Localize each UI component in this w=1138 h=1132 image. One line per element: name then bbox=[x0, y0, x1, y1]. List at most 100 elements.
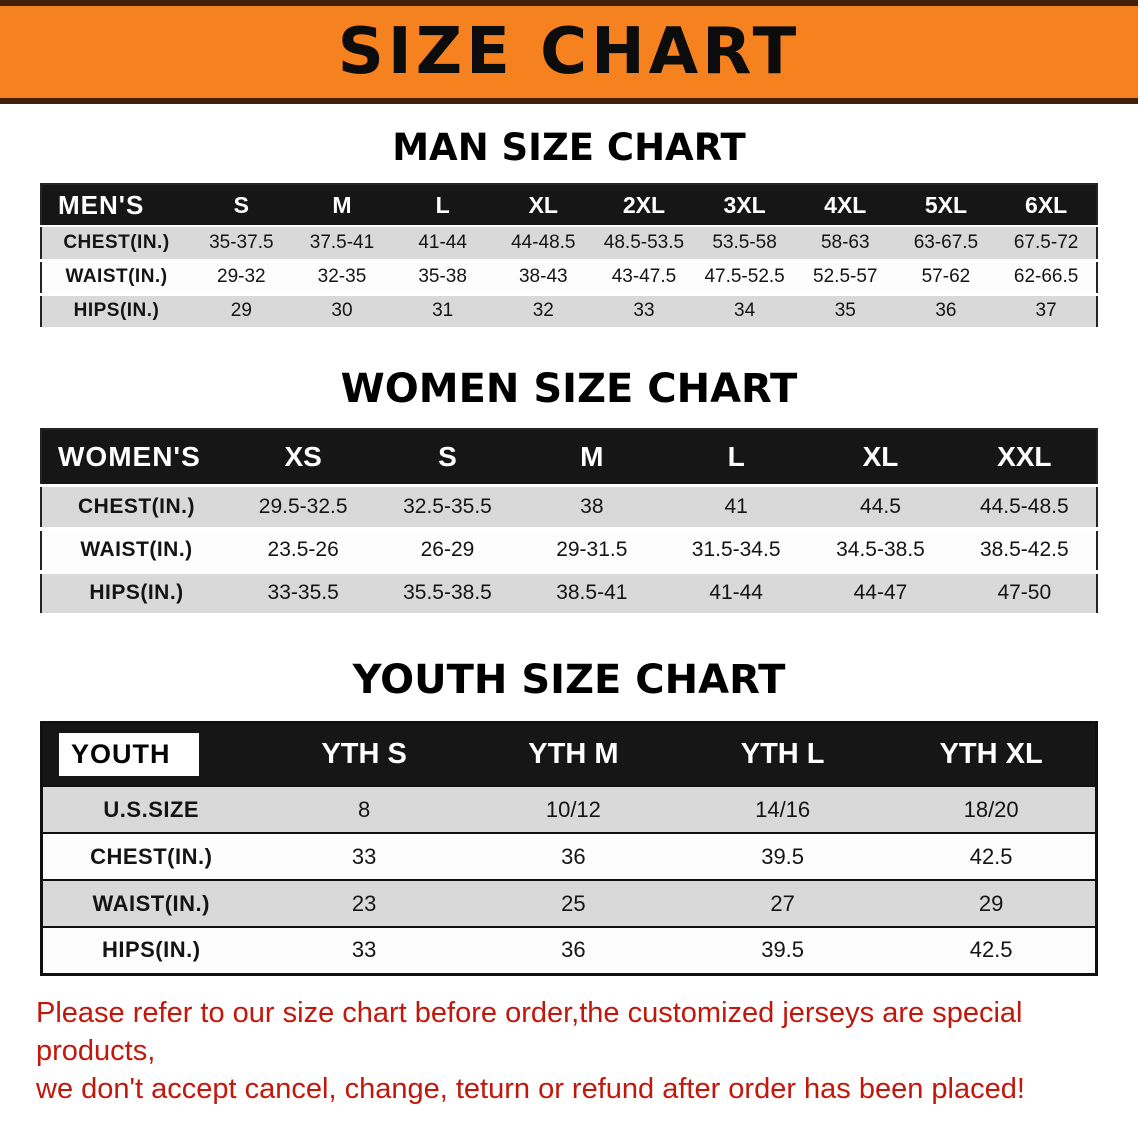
data-cell: 48.5-53.5 bbox=[593, 226, 695, 262]
data-cell: 42.5 bbox=[887, 927, 1097, 975]
data-cell: 32-35 bbox=[291, 260, 393, 296]
data-cell: 23 bbox=[259, 880, 469, 928]
data-cell: 36 bbox=[895, 294, 997, 330]
header-label: S bbox=[438, 440, 457, 472]
size-column-header: M bbox=[291, 184, 393, 227]
banner: SIZE CHART bbox=[0, 0, 1138, 104]
data-cell: 18/20 bbox=[887, 786, 1097, 834]
data-cell: 38.5-41 bbox=[519, 571, 664, 617]
data-cell: 42.5 bbox=[887, 833, 1097, 881]
data-cell: 37 bbox=[996, 294, 1097, 330]
header-label: 5XL bbox=[924, 191, 968, 218]
data-cell: 57-62 bbox=[895, 260, 997, 296]
data-cell: 10/12 bbox=[468, 786, 678, 834]
size-column-header: S bbox=[191, 184, 292, 227]
youth-section-heading: YOUTH SIZE CHART bbox=[352, 656, 786, 703]
header-label: XS bbox=[284, 440, 322, 472]
data-cell: 44.5-48.5 bbox=[952, 485, 1097, 531]
row-label: WAIST(IN.) bbox=[41, 528, 231, 574]
data-cell: 44-48.5 bbox=[492, 226, 594, 262]
data-cell: 37.5-41 bbox=[291, 226, 393, 262]
row-label: U.S.SIZE bbox=[41, 786, 260, 834]
data-cell: 67.5-72 bbox=[996, 226, 1097, 262]
data-cell: 41-44 bbox=[663, 571, 809, 617]
header-label: MEN'S bbox=[58, 189, 145, 220]
data-cell: 14/16 bbox=[678, 786, 888, 834]
women-section-heading: WOMEN SIZE CHART bbox=[340, 365, 798, 412]
data-cell: 38-43 bbox=[492, 260, 594, 296]
disclaimer-line-2: we don't accept cancel, change, teturn o… bbox=[36, 1073, 1025, 1106]
header-label: 3XL bbox=[723, 191, 766, 218]
data-cell: 36 bbox=[468, 927, 678, 975]
header-label: 2XL bbox=[622, 191, 666, 218]
size-column-header: YTH L bbox=[678, 722, 888, 787]
size-column-header: M bbox=[519, 428, 664, 487]
row-label: CHEST(IN.) bbox=[41, 485, 231, 531]
data-cell: 47-50 bbox=[952, 571, 1097, 617]
table-row: HIPS(IN.) 29 30 31 32 33 34 35 36 37 bbox=[41, 294, 1097, 330]
header-label: YTH S bbox=[321, 737, 407, 770]
data-cell: 29.5-32.5 bbox=[231, 485, 376, 531]
table-row: CHEST(IN.) 35-37.5 37.5-41 41-44 44-48.5 48.5… bbox=[41, 226, 1097, 262]
disclaimer: Please refer to our size chart before or… bbox=[36, 994, 1112, 1109]
data-cell: 29-32 bbox=[191, 260, 292, 296]
data-cell: 29 bbox=[191, 294, 292, 330]
size-column-header: 6XL bbox=[996, 184, 1097, 227]
header-label: YOUTH bbox=[59, 732, 199, 776]
table-title-cell: YOUTH bbox=[41, 722, 260, 787]
header-label: M bbox=[332, 191, 352, 218]
size-column-header: YTH S bbox=[259, 722, 469, 787]
section-youth: YOUTH SIZE CHART YOUTH YTH S YTH M YTH L YTH… bbox=[0, 657, 1138, 976]
size-column-header: 3XL bbox=[694, 184, 795, 227]
data-cell: 52.5-57 bbox=[794, 260, 896, 296]
men-section-heading: MAN SIZE CHART bbox=[392, 126, 746, 169]
table-row: WAIST(IN.) 29-32 32-35 35-38 38-43 43-47.5 47.… bbox=[41, 260, 1097, 296]
disclaimer-line-1: Please refer to our size chart before or… bbox=[36, 996, 1023, 1067]
data-cell: 34 bbox=[694, 294, 795, 330]
data-cell: 29 bbox=[887, 880, 1097, 928]
data-cell: 29-31.5 bbox=[519, 528, 664, 574]
data-cell: 39.5 bbox=[678, 833, 888, 881]
data-cell: 63-67.5 bbox=[895, 226, 997, 262]
page-title: SIZE CHART bbox=[337, 15, 801, 89]
table-row: HIPS(IN.) 33 36 39.5 42.5 bbox=[41, 927, 1097, 975]
header-row: WOMEN'S XS S M L XL XXL bbox=[41, 428, 1097, 487]
data-cell: 30 bbox=[291, 294, 393, 330]
youth-size-table: YOUTH YTH S YTH M YTH L YTH XL U.S.SIZE 8 10/12… bbox=[40, 720, 1098, 976]
size-column-header: 4XL bbox=[794, 184, 896, 227]
size-column-header: XL bbox=[808, 428, 953, 487]
data-cell: 39.5 bbox=[678, 927, 888, 975]
data-cell: 47.5-52.5 bbox=[694, 260, 795, 296]
data-cell: 38 bbox=[519, 485, 664, 531]
section-men: MAN SIZE CHART MEN'S S M L XL 2XL 3XL 4XL 5XL 6XL… bbox=[0, 126, 1138, 330]
size-column-header: L bbox=[392, 184, 493, 227]
data-cell: 33-35.5 bbox=[231, 571, 376, 617]
header-label: XL bbox=[528, 191, 558, 218]
header-label: XXL bbox=[997, 440, 1052, 472]
data-cell: 58-63 bbox=[794, 226, 896, 262]
table-row: HIPS(IN.) 33-35.5 35.5-38.5 38.5-41 41-44 44-… bbox=[41, 571, 1097, 617]
data-cell: 35 bbox=[794, 294, 896, 330]
header-row: MEN'S S M L XL 2XL 3XL 4XL 5XL 6XL bbox=[41, 184, 1097, 227]
table-row: CHEST(IN.) 33 36 39.5 42.5 bbox=[41, 833, 1097, 881]
data-cell: 25 bbox=[468, 880, 678, 928]
data-cell: 31 bbox=[392, 294, 493, 330]
row-label: HIPS(IN.) bbox=[41, 294, 191, 330]
size-column-header: 5XL bbox=[895, 184, 997, 227]
data-cell: 41-44 bbox=[392, 226, 493, 262]
header-label: M bbox=[580, 440, 604, 472]
data-cell: 53.5-58 bbox=[694, 226, 795, 262]
data-cell: 35-38 bbox=[392, 260, 493, 296]
table-row: CHEST(IN.) 29.5-32.5 32.5-35.5 38 41 44.5 44.5… bbox=[41, 485, 1097, 531]
table-row: WAIST(IN.) 23.5-26 26-29 29-31.5 31.5-34.5 34… bbox=[41, 528, 1097, 574]
table-title-cell: WOMEN'S bbox=[41, 428, 231, 487]
header-label: 4XL bbox=[824, 191, 867, 218]
women-size-table: WOMEN'S XS S M L XL XXL CHEST(IN.) 29.5-32.5 32.5… bbox=[40, 427, 1098, 617]
data-cell: 38.5-42.5 bbox=[952, 528, 1097, 574]
data-cell: 35-37.5 bbox=[191, 226, 292, 262]
header-row: YOUTH YTH S YTH M YTH L YTH XL bbox=[41, 722, 1097, 787]
data-cell: 44-47 bbox=[808, 571, 953, 617]
header-label: WOMEN'S bbox=[58, 440, 201, 472]
data-cell: 32 bbox=[492, 294, 594, 330]
header-label: L bbox=[727, 440, 745, 472]
